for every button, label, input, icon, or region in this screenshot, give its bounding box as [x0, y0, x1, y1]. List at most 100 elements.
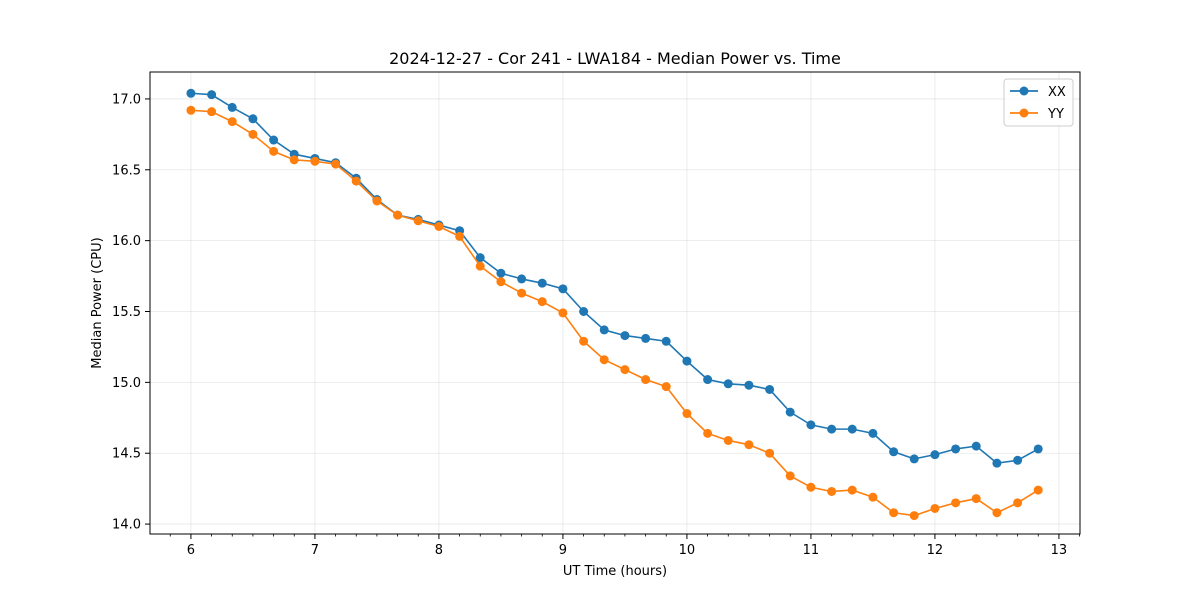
y-axis-label: Median Power (CPU) [90, 237, 105, 368]
grid-lines [150, 72, 1080, 534]
data-point-xx [579, 307, 589, 316]
data-point-xx [248, 114, 258, 124]
data-point-yy [930, 503, 940, 513]
data-point-xx [847, 424, 857, 434]
data-point-yy [248, 129, 258, 139]
y-tick-label: 15.5 [112, 305, 141, 320]
data-point-xx [558, 284, 568, 294]
x-tick-label: 9 [559, 543, 567, 558]
data-point-yy [661, 382, 671, 392]
data-point-xx [475, 253, 485, 263]
data-point-xx [227, 102, 237, 112]
data-point-xx [992, 458, 1002, 468]
data-point-yy [785, 471, 795, 481]
data-point-xx [269, 135, 279, 145]
series-yy [186, 105, 1043, 521]
data-point-yy [703, 428, 713, 438]
data-point-yy [372, 196, 382, 206]
legend-label-yy: YY [1047, 107, 1064, 122]
data-point-yy [1033, 485, 1043, 495]
x-tick-label: 8 [435, 543, 443, 558]
data-point-yy [455, 231, 465, 241]
data-point-yy [806, 482, 816, 492]
data-point-yy [992, 508, 1002, 518]
data-point-xx [971, 441, 981, 451]
x-axis-label: UT Time (hours) [563, 564, 667, 579]
data-point-xx [827, 424, 837, 434]
data-point-xx [517, 274, 527, 284]
x-tick-label: 11 [803, 543, 820, 558]
data-point-xx [620, 331, 630, 341]
data-point-yy [413, 216, 423, 226]
legend-swatch-xx-marker [1019, 86, 1029, 96]
data-point-xx [1033, 444, 1043, 454]
data-point-yy [269, 146, 279, 156]
data-point-yy [331, 159, 341, 169]
legend-label-xx: XX [1048, 85, 1066, 100]
data-point-yy [579, 336, 589, 346]
chart-title: 2024-12-27 - Cor 241 - LWA184 - Median P… [389, 49, 841, 68]
data-point-xx [496, 268, 506, 278]
data-point-xx [1013, 455, 1023, 465]
plot-area-frame [149, 71, 1081, 535]
data-point-xx [703, 375, 713, 385]
data-point-xx [537, 278, 547, 288]
data-point-yy [847, 485, 857, 495]
data-point-xx [207, 90, 217, 100]
x-tick-label: 6 [187, 543, 195, 558]
data-point-xx [641, 333, 651, 343]
y-tick-label: 17.0 [112, 92, 141, 107]
legend: XX YY [1003, 78, 1074, 127]
data-point-xx [868, 428, 878, 438]
series-group [186, 88, 1043, 521]
data-point-yy [496, 277, 506, 287]
x-tick-label: 13 [1051, 543, 1068, 558]
data-point-yy [909, 511, 919, 521]
data-point-yy [207, 107, 217, 117]
data-point-yy [868, 492, 878, 502]
data-point-yy [723, 435, 733, 445]
data-point-yy [682, 409, 692, 419]
data-point-xx [909, 454, 919, 464]
data-point-yy [434, 221, 444, 231]
data-point-yy [227, 117, 237, 127]
data-point-yy [186, 105, 196, 115]
data-point-yy [599, 355, 609, 365]
axis-ticks: 6 7 8 9 10 11 12 13 14.0 14.5 15.0 15.5 16.0 16.5 17.0 [112, 92, 1080, 558]
data-point-yy [744, 440, 754, 450]
data-point-yy [1013, 498, 1023, 508]
data-point-yy [889, 508, 899, 518]
data-point-yy [558, 308, 568, 318]
data-point-xx [661, 336, 671, 346]
y-tick-label: 14.0 [112, 518, 141, 533]
data-point-xx [930, 450, 940, 460]
data-point-yy [620, 365, 630, 375]
x-tick-label: 12 [927, 543, 944, 558]
data-point-xx [951, 444, 961, 454]
data-point-yy [475, 261, 485, 271]
data-point-xx [744, 380, 754, 390]
y-tick-label: 16.0 [112, 234, 141, 249]
data-point-yy [351, 176, 361, 186]
y-tick-label: 14.5 [112, 447, 141, 462]
y-tick-label: 15.0 [112, 376, 141, 391]
x-tick-label: 10 [679, 543, 696, 558]
data-point-xx [186, 88, 196, 98]
data-point-yy [537, 297, 547, 307]
data-point-xx [785, 407, 795, 417]
data-point-xx [599, 325, 609, 335]
data-point-xx [723, 379, 733, 389]
x-tick-label: 7 [311, 543, 319, 558]
legend-swatch-yy-marker [1019, 108, 1029, 118]
data-point-xx [889, 447, 899, 457]
data-point-yy [951, 498, 961, 508]
data-point-yy [971, 494, 981, 504]
y-tick-label: 16.5 [112, 163, 141, 178]
data-point-xx [765, 384, 775, 394]
data-point-xx [806, 420, 816, 430]
data-point-yy [641, 375, 651, 385]
data-point-yy [827, 486, 837, 496]
data-point-yy [393, 210, 403, 220]
